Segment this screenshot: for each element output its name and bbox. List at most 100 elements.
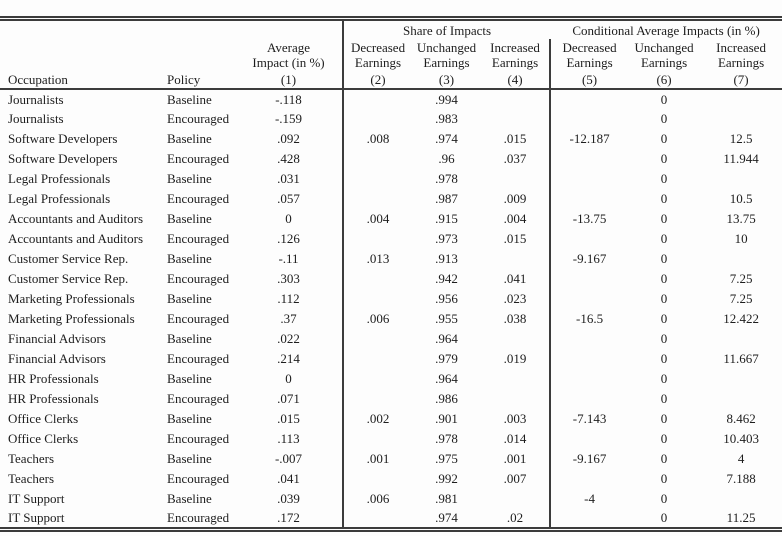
cell-occupation: Customer Service Rep. (8, 251, 129, 266)
col-number-2: (2) (342, 70, 413, 90)
cell-share-unchanged: .974 (435, 131, 458, 146)
cell-share-increased: .038 (503, 311, 527, 326)
cell-cond-decreased (549, 109, 629, 129)
cell-policy: Encouraged (167, 311, 230, 326)
cell-share-increased: .004 (503, 211, 527, 226)
cell-share-decreased (342, 289, 413, 309)
cell-share-unchanged: .986 (435, 391, 458, 406)
cell-share-unchanged: .915 (435, 211, 458, 226)
cell-share-unchanged: .994 (435, 91, 458, 107)
cell-cond-unchanged: 0 (660, 411, 668, 426)
cell-avg-impact: .303 (277, 271, 300, 286)
cell-share-decreased: .002 (342, 409, 413, 429)
cell-avg-impact: -.007 (274, 451, 303, 466)
cell-policy: Encouraged (167, 431, 230, 446)
cell-share-decreased (342, 389, 413, 409)
cell-occupation: Office Clerks (8, 411, 79, 426)
cell-cond-increased: 13.75 (726, 211, 756, 226)
cell-avg-impact: .041 (277, 471, 300, 486)
column-number-row: Occupation Policy (1) (2) (3) (4) (5) (6… (0, 70, 782, 90)
cell-avg-impact: 0 (285, 211, 292, 226)
cell-cond-increased (700, 489, 782, 509)
table-row: Legal Professionals Baseline .031 .978 0 (0, 169, 782, 189)
cell-cond-unchanged: 0 (660, 191, 668, 206)
cell-cond-decreased (549, 169, 629, 189)
cell-policy: Encouraged (167, 391, 230, 406)
cell-occupation: Accountants and Auditors (8, 211, 144, 226)
cell-cond-increased: 4 (737, 451, 745, 466)
cell-cond-decreased: -16.5 (549, 309, 629, 329)
cell-occupation: Teachers (8, 451, 55, 466)
cell-occupation: Journalists (8, 91, 64, 107)
cell-occupation: Journalists (8, 111, 64, 126)
cell-cond-increased: 7.25 (729, 271, 753, 286)
cell-cond-increased: 11.944 (723, 151, 759, 166)
col-number-3: (3) (412, 70, 482, 90)
cell-share-decreased: .006 (342, 489, 413, 509)
cell-share-increased: .001 (503, 451, 527, 466)
cell-policy: Encouraged (167, 111, 230, 126)
table-row: Teachers Encouraged .041 .992 .007 0 7.188 (0, 469, 782, 489)
cell-share-decreased (342, 89, 413, 109)
cell-cond-increased (700, 89, 782, 109)
cell-avg-impact: .031 (277, 171, 300, 186)
table-row: Teachers Baseline -.007 .001 .975 .001 -9.167 0… (0, 449, 782, 469)
cell-cond-increased: 11.667 (723, 351, 759, 366)
table-row: Journalists Encouraged -.159 .983 0 (0, 109, 782, 129)
cell-occupation: HR Professionals (8, 391, 99, 406)
cell-policy: Baseline (167, 371, 212, 386)
cell-cond-increased (700, 329, 782, 349)
cell-share-unchanged: .975 (435, 451, 458, 466)
col-policy-spacer (163, 39, 235, 70)
table-row: Customer Service Rep. Baseline -.11 .013 .91… (0, 249, 782, 269)
cell-cond-decreased (549, 349, 629, 369)
cell-share-increased (481, 329, 550, 349)
cell-share-increased (481, 489, 550, 509)
cell-cond-decreased (549, 509, 629, 529)
cell-cond-decreased (549, 369, 629, 389)
cell-policy: Encouraged (167, 351, 230, 366)
cell-policy: Encouraged (167, 231, 230, 246)
cell-cond-decreased (549, 289, 629, 309)
cell-occupation: Marketing Professionals (8, 311, 135, 326)
cell-avg-impact: 0 (285, 371, 292, 386)
cell-share-decreased: .006 (342, 309, 413, 329)
cell-share-increased: .014 (503, 431, 527, 446)
cell-share-unchanged: .956 (435, 291, 458, 306)
cell-share-decreased (342, 269, 413, 289)
cell-avg-impact: .172 (277, 509, 300, 525)
table-row: Office Clerks Encouraged .113 .978 .014 0 10.4… (0, 429, 782, 449)
cell-share-unchanged: .992 (435, 471, 458, 486)
cell-cond-unchanged: 0 (660, 491, 668, 506)
cell-occupation: IT Support (8, 491, 65, 506)
cell-cond-decreased (549, 469, 629, 489)
group-spacer (0, 19, 343, 40)
cell-occupation: Teachers (8, 471, 55, 486)
cell-cond-unchanged: 0 (660, 311, 668, 326)
cell-share-increased: .041 (503, 271, 527, 286)
cell-policy: Baseline (167, 91, 212, 107)
cell-policy: Baseline (167, 211, 212, 226)
col-number-1: (1) (235, 70, 344, 90)
cell-occupation: Legal Professionals (8, 171, 111, 186)
table-row: IT Support Baseline .039 .006 .981 -4 0 (0, 489, 782, 509)
table-row: Accountants and Auditors Encouraged .126 .9… (0, 229, 782, 249)
cell-policy: Baseline (167, 131, 212, 146)
cell-share-increased: .007 (503, 471, 527, 486)
group-share-of-impacts: Share of Impacts (342, 18, 551, 39)
cell-avg-impact: .113 (277, 431, 300, 446)
col-share-decreased-label: Decreased Earnings (342, 39, 413, 70)
cell-occupation: Software Developers (8, 151, 118, 166)
cell-avg-impact: .039 (277, 491, 300, 506)
cell-share-decreased (342, 149, 413, 169)
impacts-table: Share of Impacts Conditional Average Imp… (0, 16, 782, 532)
cell-share-increased: .015 (503, 231, 527, 246)
cell-share-unchanged: .974 (435, 509, 458, 525)
cell-share-decreased (342, 329, 413, 349)
table-row: Office Clerks Baseline .015 .002 .901 .003 -7.… (0, 409, 782, 429)
table-row: Financial Advisors Baseline .022 .964 0 (0, 329, 782, 349)
cell-cond-decreased (549, 89, 629, 109)
cell-share-decreased: .008 (342, 129, 413, 149)
cell-cond-increased: 8.462 (726, 411, 756, 426)
cell-share-decreased (342, 509, 413, 529)
